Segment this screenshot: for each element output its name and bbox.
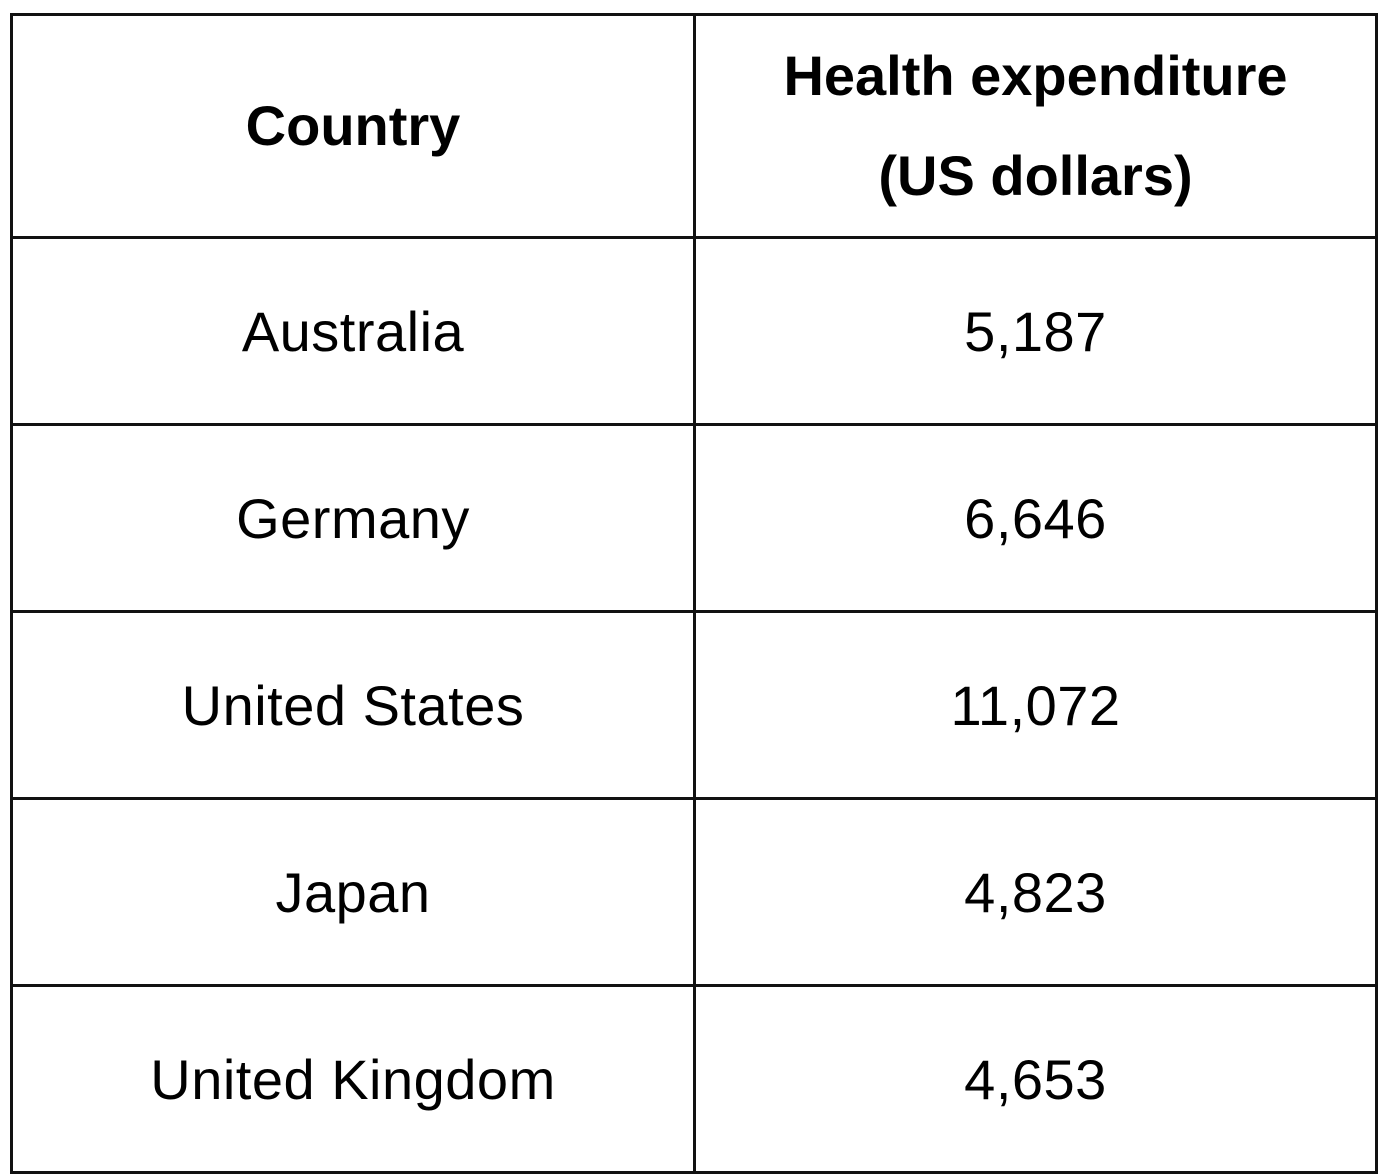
country-cell: Japan xyxy=(10,797,696,987)
expenditure-header-line-1: Health expenditure xyxy=(783,44,1288,107)
country-cell: Australia xyxy=(10,236,696,426)
health-expenditure-table-container: Country Health expenditure (US dollars) … xyxy=(10,13,1378,1174)
expenditure-header-line-2: (US dollars) xyxy=(878,144,1193,207)
table-row: Japan 4,823 xyxy=(10,797,1378,987)
country-column-header: Country xyxy=(10,13,696,239)
expenditure-cell: 5,187 xyxy=(693,236,1378,426)
table-row: Australia 5,187 xyxy=(10,236,1378,426)
table-row: United Kingdom 4,653 xyxy=(10,984,1378,1174)
expenditure-cell: 4,823 xyxy=(693,797,1378,987)
header-row: Country Health expenditure (US dollars) xyxy=(10,13,1378,239)
table-row: United States 11,072 xyxy=(10,610,1378,800)
expenditure-cell: 6,646 xyxy=(693,423,1378,613)
expenditure-cell: 11,072 xyxy=(693,610,1378,800)
expenditure-cell: 4,653 xyxy=(693,984,1378,1174)
table-row: Germany 6,646 xyxy=(10,423,1378,613)
health-expenditure-table: Country Health expenditure (US dollars) … xyxy=(10,13,1378,1174)
expenditure-column-header: Health expenditure (US dollars) xyxy=(693,13,1378,239)
country-cell: United States xyxy=(10,610,696,800)
country-cell: United Kingdom xyxy=(10,984,696,1174)
country-cell: Germany xyxy=(10,423,696,613)
